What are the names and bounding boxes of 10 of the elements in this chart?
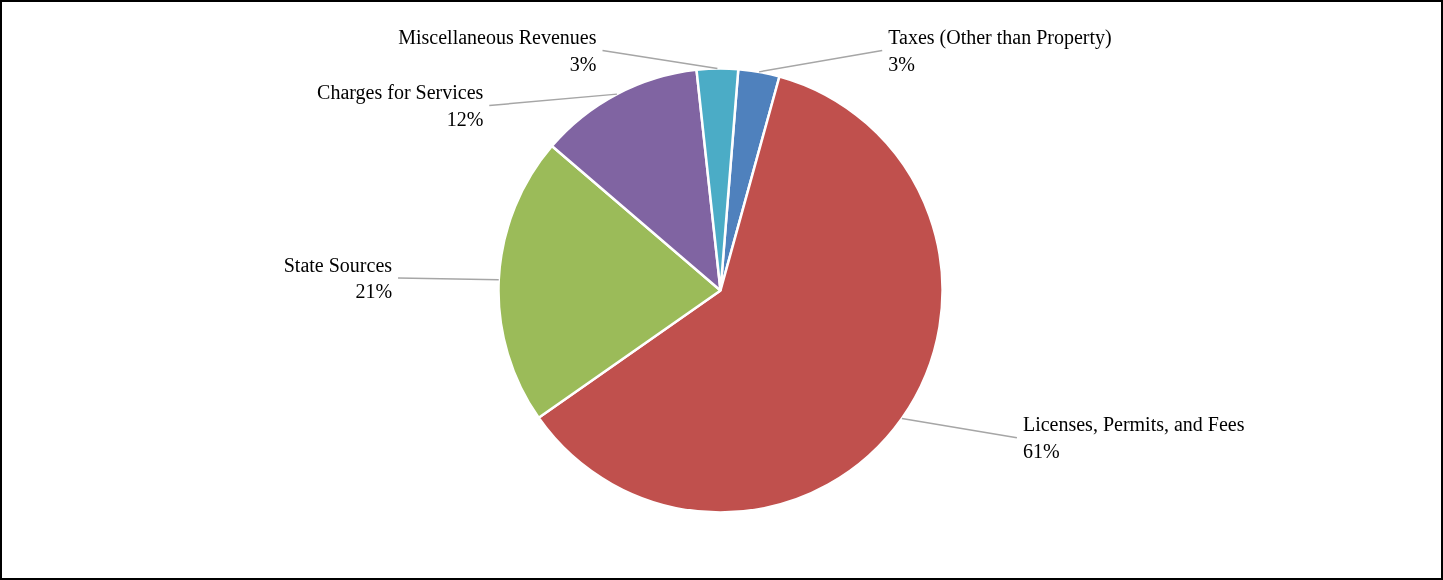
slice-label: State Sources	[283, 253, 393, 276]
slice-label: Charges for Services	[317, 81, 484, 105]
slice-label: Taxes (Other than Property)	[888, 26, 1112, 50]
data-label: 21%	[355, 280, 393, 303]
data-label: 3%	[569, 52, 597, 75]
data-label: 12%	[446, 107, 484, 130]
slice-label: Licenses, Permits, and Fees	[1022, 413, 1245, 436]
data-label: 61%	[1022, 439, 1060, 462]
data-label: 3%	[888, 52, 915, 75]
slice-label: Miscellaneous Revenues	[398, 26, 597, 49]
